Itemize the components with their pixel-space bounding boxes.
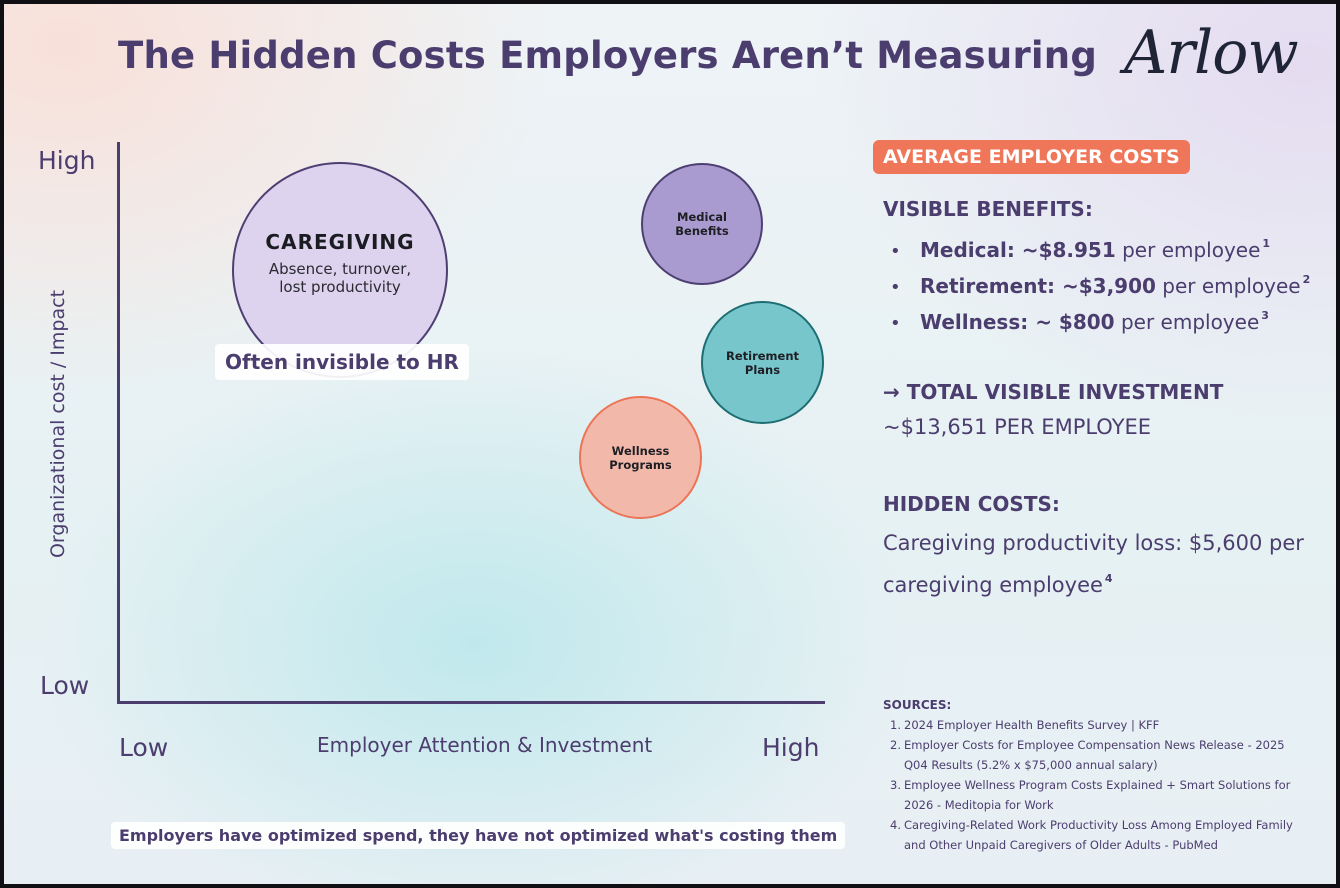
medical-benefits-label: Medical Benefits <box>675 210 729 238</box>
wellness-programs-label: Wellness Programs <box>609 443 672 472</box>
caregiving-bubble: CAREGIVING Absence, turnover, lost produ… <box>232 162 448 378</box>
total-visible-heading: → TOTAL VISIBLE INVESTMENT <box>883 380 1224 404</box>
sources-list: 1. 2024 Employer Health Benefits Survey |… <box>890 715 1310 855</box>
x-axis-low-label: Low <box>119 733 169 762</box>
x-axis-title: Employer Attention & Investment <box>317 733 653 757</box>
invisible-callout: Often invisible to HR <box>215 344 469 380</box>
average-costs-badge: AVERAGE EMPLOYER COSTS <box>873 140 1190 174</box>
hidden-costs-heading: HIDDEN COSTS: <box>883 492 1060 516</box>
retirement-plans-label: Retirement Plans <box>725 348 800 377</box>
medical-benefits-bubble: Medical Benefits <box>641 163 763 285</box>
hidden-costs-text: Caregiving productivity loss: $5,600 per… <box>883 531 1304 597</box>
wellness-programs-bubble: Wellness Programs <box>579 396 702 519</box>
bullet-icon: • <box>890 313 901 334</box>
caregiving-title: CAREGIVING <box>265 230 415 254</box>
page-title: The Hidden Costs Employers Aren’t Measur… <box>118 34 1098 77</box>
sources-heading: SOURCES: <box>883 698 952 712</box>
y-axis-low-label: Low <box>40 671 90 700</box>
list-item: • Medical: ~$8.951 per employee 1 <box>890 230 1310 266</box>
x-axis-line <box>117 701 825 704</box>
y-axis-line <box>117 142 120 704</box>
bullet-icon: • <box>890 241 901 262</box>
source-item: 1. 2024 Employer Health Benefits Survey |… <box>890 718 1160 732</box>
source-item: 3. Employee Wellness Program Costs Explai… <box>890 778 1291 812</box>
source-item: 2. Employer Costs for Employee Compensati… <box>890 738 1285 772</box>
caregiving-subtitle: Absence, turnover, lost productivity <box>268 260 412 296</box>
list-item: • Retirement: ~$3,900 per employee 2 <box>890 266 1310 302</box>
visible-benefits-list: • Medical: ~$8.951 per employee 1 • Retirem… <box>890 230 1310 338</box>
x-axis-high-label: High <box>762 733 820 762</box>
bottom-note: Employers have optimized spend, they hav… <box>111 822 846 849</box>
y-axis-title: Organizational cost / Impact <box>47 289 69 559</box>
retirement-plans-bubble: Retirement Plans <box>701 301 824 424</box>
y-axis-high-label: High <box>38 146 96 175</box>
bullet-icon: • <box>890 277 901 298</box>
list-item: • Wellness: ~ $800 per employee 3 <box>890 302 1310 338</box>
source-item: 4. Caregiving-Related Work Productivity L… <box>890 818 1293 852</box>
total-visible-value: ~$13,651 PER EMPLOYEE <box>883 415 1152 439</box>
visible-benefits-heading: VISIBLE BENEFITS: <box>883 197 1093 221</box>
arlow-logo: Arlow <box>1124 18 1299 88</box>
